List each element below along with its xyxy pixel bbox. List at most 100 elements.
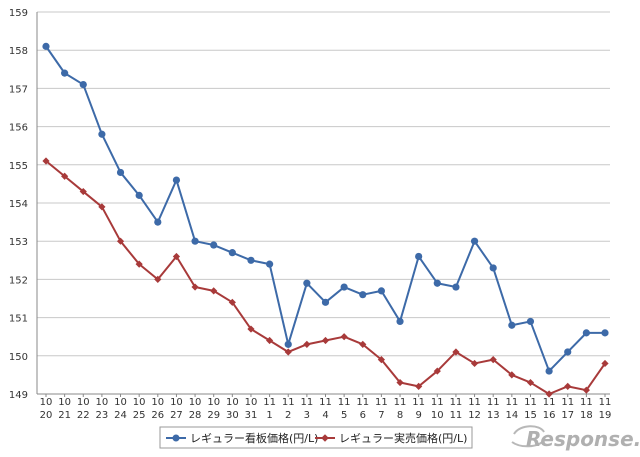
- x-tick-label-month: 11: [375, 397, 388, 408]
- x-tick-label-month: 11: [580, 397, 593, 408]
- data-point-series-0: [98, 130, 106, 138]
- data-point-series-0: [545, 367, 553, 375]
- x-tick-label-month: 11: [300, 397, 313, 408]
- x-tick-label-month: 11: [524, 397, 537, 408]
- data-point-series-1: [582, 386, 590, 394]
- legend-label-series-0: レギュラー看板価格(円/L): [190, 431, 318, 445]
- x-tick-label-day: 22: [77, 410, 90, 421]
- x-tick-label-day: 5: [341, 410, 347, 421]
- x-tick-label-day: 17: [561, 410, 574, 421]
- y-tick-label-149: 149: [9, 390, 28, 401]
- data-point-series-0: [489, 264, 497, 272]
- data-point-series-1: [564, 382, 572, 390]
- x-tick-label-day: 31: [245, 410, 258, 421]
- legend: レギュラー看板価格(円/L) レギュラー実売価格(円/L): [159, 426, 473, 449]
- y-tick-label-157: 157: [9, 84, 28, 95]
- x-tick-label-month: 11: [412, 397, 425, 408]
- grid-lines: [37, 11, 610, 395]
- data-point-series-1: [210, 287, 218, 295]
- data-point-series-1: [98, 203, 106, 211]
- legend-marker-series-1: [321, 434, 329, 442]
- x-tick-label-day: 7: [378, 410, 384, 421]
- axes: [36, 12, 610, 397]
- y-tick-label-153: 153: [9, 237, 28, 248]
- data-point-series-0: [154, 218, 162, 226]
- x-tick-label-month: 11: [468, 397, 481, 408]
- data-point-series-1: [191, 283, 199, 291]
- data-point-series-0: [284, 340, 292, 348]
- y-tick-label-154: 154: [9, 199, 28, 210]
- data-point-series-1: [303, 340, 311, 348]
- series-group: [42, 42, 609, 398]
- y-tick-label-151: 151: [9, 314, 28, 325]
- x-tick-label-day: 16: [543, 410, 556, 421]
- data-point-series-1: [266, 336, 274, 345]
- data-point-series-0: [42, 42, 50, 50]
- x-tick-label-day: 18: [580, 410, 593, 421]
- data-point-series-0: [433, 279, 441, 287]
- x-tick-labels: 1020102110221023102410251026102710281029…: [40, 397, 612, 421]
- data-point-series-0: [116, 168, 125, 177]
- x-tick-label-month: 10: [114, 397, 127, 408]
- data-point-series-0: [228, 249, 236, 257]
- x-tick-label-month: 10: [245, 397, 258, 408]
- data-point-series-0: [470, 237, 479, 245]
- x-tick-label-day: 28: [189, 410, 202, 421]
- x-tick-label-day: 6: [360, 410, 366, 421]
- x-tick-label-day: 26: [151, 410, 164, 421]
- x-tick-label-day: 9: [415, 410, 421, 421]
- series-line-0: [45, 45, 605, 373]
- data-point-series-1: [116, 237, 125, 245]
- x-tick-label-month: 10: [226, 397, 239, 408]
- y-tick-label-159: 159: [9, 8, 28, 19]
- data-point-series-1: [377, 356, 385, 364]
- data-point-series-1: [340, 333, 348, 341]
- x-tick-label-day: 25: [133, 410, 146, 421]
- data-point-series-1: [489, 356, 497, 364]
- x-tick-label-month: 11: [356, 397, 369, 408]
- x-tick-label-day: 8: [397, 410, 403, 421]
- data-point-series-1: [508, 371, 516, 379]
- x-tick-label-day: 27: [170, 410, 183, 421]
- data-point-series-1: [42, 157, 50, 165]
- data-point-series-0: [508, 321, 516, 329]
- y-tick-labels: 149 150 151 152 153 154 155 156 157 158 159: [9, 8, 28, 401]
- data-point-series-1: [470, 359, 479, 368]
- x-tick-label-day: 13: [487, 410, 500, 421]
- data-point-series-0: [191, 237, 199, 245]
- y-tick-label-155: 155: [9, 161, 28, 172]
- data-point-series-0: [415, 252, 423, 261]
- data-point-series-0: [135, 191, 143, 199]
- response-watermark: Response.: [511, 425, 640, 451]
- x-tick-label-day: 11: [450, 410, 463, 421]
- data-point-series-0: [526, 317, 535, 326]
- data-point-series-1: [545, 390, 553, 398]
- data-point-series-1: [526, 378, 535, 387]
- watermark-logo-icon: [511, 425, 545, 448]
- data-point-series-0: [377, 287, 385, 295]
- x-tick-label-month: 11: [263, 397, 276, 408]
- x-tick-label-month: 10: [189, 397, 202, 408]
- y-tick-label-152: 152: [9, 275, 28, 286]
- x-tick-label-month: 11: [338, 397, 351, 408]
- data-point-series-0: [564, 348, 572, 356]
- data-point-series-1: [284, 348, 292, 356]
- data-point-series-1: [79, 187, 87, 196]
- data-point-series-1: [601, 359, 609, 368]
- x-tick-label-month: 10: [133, 397, 146, 408]
- watermark-text: Response.: [526, 427, 640, 451]
- data-point-series-0: [452, 283, 460, 291]
- x-tick-label-month: 10: [40, 397, 53, 408]
- x-tick-label-month: 11: [394, 397, 407, 408]
- legend-marker-series-0: [172, 434, 180, 442]
- x-tick-label-day: 3: [304, 410, 310, 421]
- y-tick-label-158: 158: [9, 46, 28, 57]
- x-tick-label-day: 14: [505, 410, 518, 421]
- x-tick-label-month: 10: [207, 397, 220, 408]
- data-point-series-1: [61, 172, 69, 180]
- x-tick-label-month: 10: [58, 397, 71, 408]
- data-point-series-1: [154, 275, 162, 283]
- data-point-series-1: [247, 325, 255, 333]
- data-point-series-0: [321, 298, 330, 306]
- x-tick-label-month: 11: [450, 397, 463, 408]
